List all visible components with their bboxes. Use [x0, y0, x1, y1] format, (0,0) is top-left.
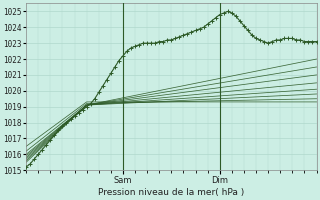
X-axis label: Pression niveau de la mer( hPa ): Pression niveau de la mer( hPa ) — [98, 188, 244, 197]
